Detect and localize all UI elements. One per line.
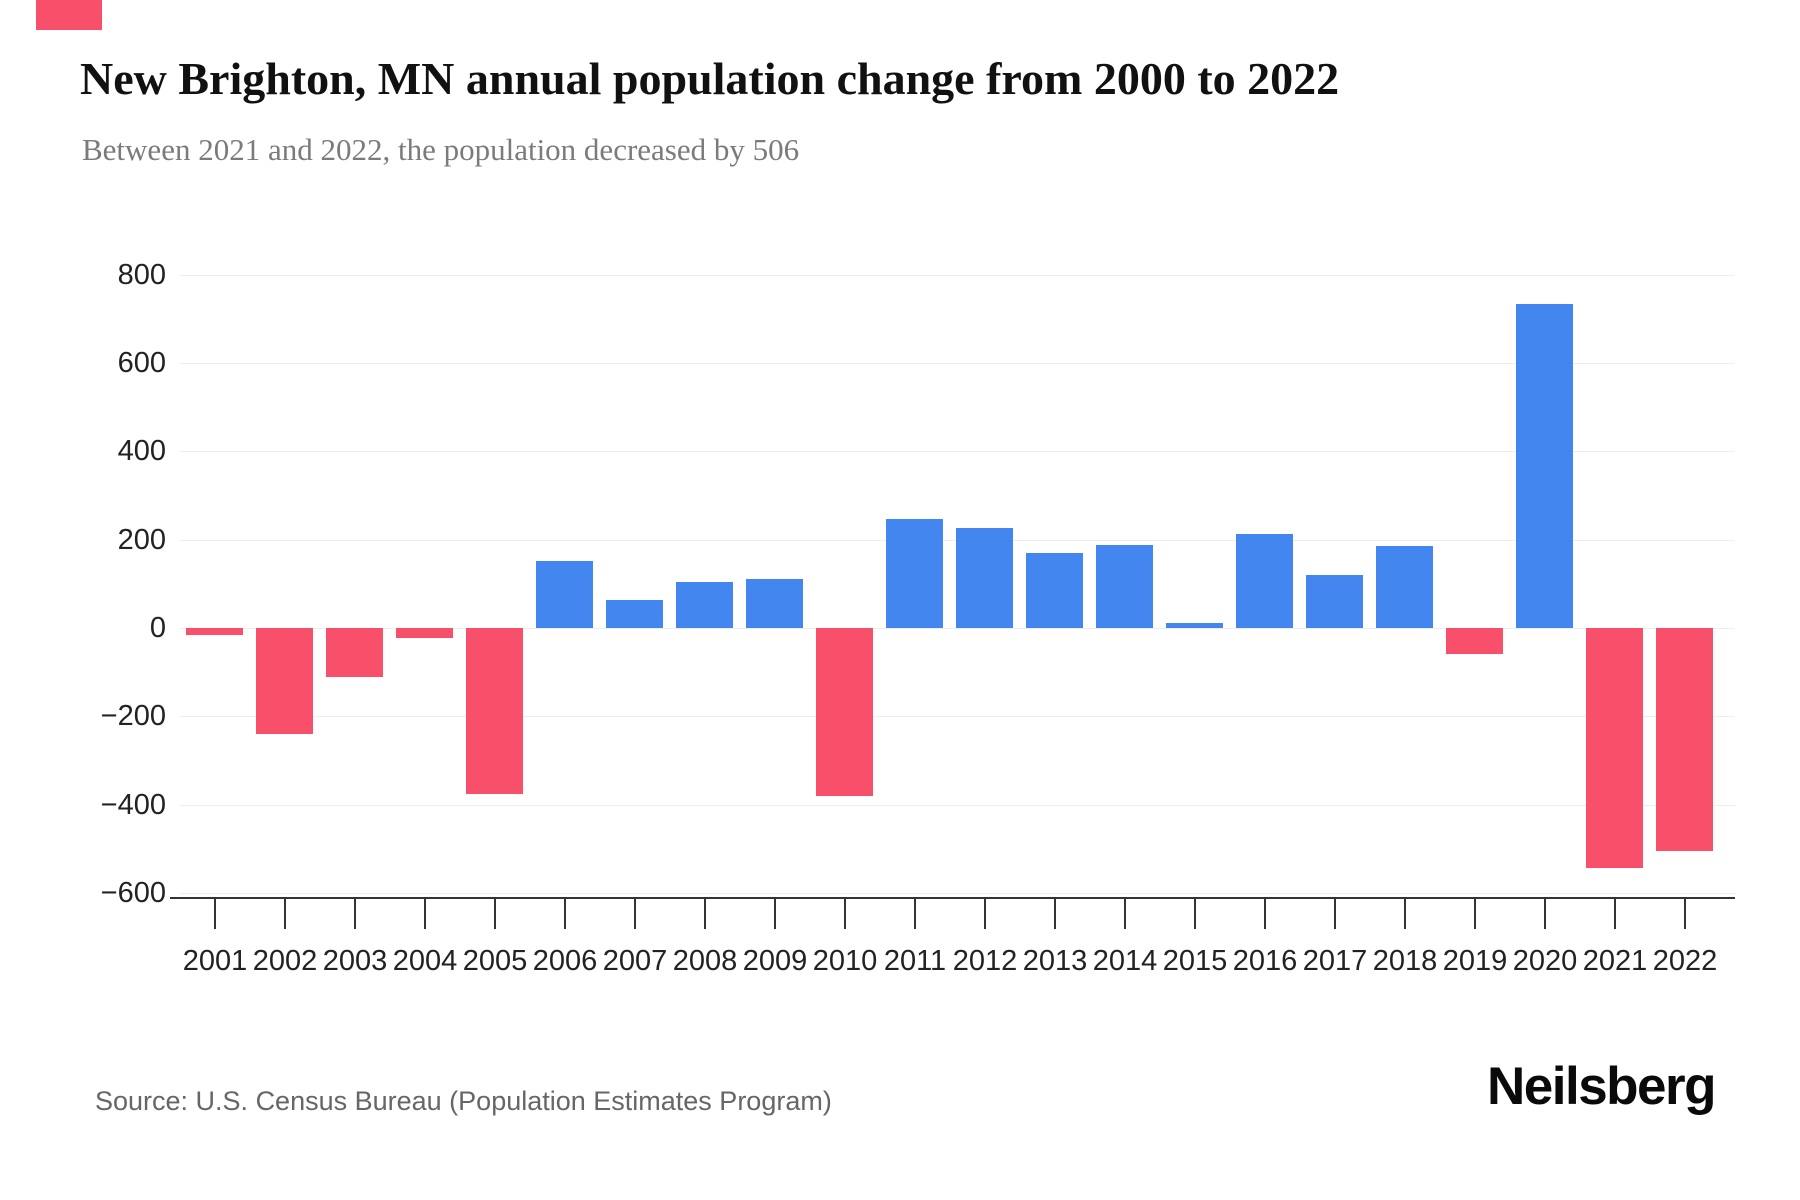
- bar-2009[interactable]: [746, 579, 803, 628]
- y-gridline-600: [180, 363, 1735, 364]
- x-axis-label-2011: 2011: [883, 945, 947, 977]
- bar-2002[interactable]: [256, 628, 313, 734]
- y-axis-label--400: −400: [100, 789, 166, 821]
- x-axis-tick-2006: [564, 899, 566, 929]
- x-axis-label-2004: 2004: [392, 945, 458, 977]
- bar-2003[interactable]: [326, 628, 383, 677]
- x-axis-tick-2007: [634, 899, 636, 929]
- x-axis-label-2018: 2018: [1372, 945, 1438, 977]
- bar-2016[interactable]: [1236, 534, 1293, 628]
- x-axis-tick-2008: [704, 899, 706, 929]
- y-gridline--400: [180, 805, 1735, 806]
- x-axis-label-2022: 2022: [1652, 945, 1718, 977]
- x-axis-tick-2018: [1404, 899, 1406, 929]
- x-axis-label-2003: 2003: [322, 945, 388, 977]
- x-axis-tick-2010: [844, 899, 846, 929]
- x-axis-tick-2020: [1544, 899, 1546, 929]
- bar-2001[interactable]: [186, 628, 243, 635]
- brand-accent-mark: [36, 0, 102, 30]
- x-axis-tick-2003: [354, 899, 356, 929]
- x-axis-label-2012: 2012: [952, 945, 1018, 977]
- x-axis-label-2002: 2002: [252, 945, 318, 977]
- x-axis-label-2021: 2021: [1582, 945, 1648, 977]
- x-axis-label-2014: 2014: [1092, 945, 1158, 977]
- x-axis-tick-2001: [214, 899, 216, 929]
- source-note: Source: U.S. Census Bureau (Population E…: [95, 1086, 832, 1116]
- y-axis-label--200: −200: [100, 700, 166, 732]
- x-axis-tick-2005: [494, 899, 496, 929]
- x-axis-label-2020: 2020: [1512, 945, 1578, 977]
- y-axis-label-200: 200: [117, 524, 166, 556]
- bar-2019[interactable]: [1446, 628, 1503, 654]
- bar-2014[interactable]: [1096, 545, 1153, 628]
- x-axis-label-2017: 2017: [1302, 945, 1368, 977]
- page-subtitle: Between 2021 and 2022, the population de…: [82, 132, 800, 167]
- y-gridline--200: [180, 716, 1735, 717]
- x-axis-label-2005: 2005: [462, 945, 528, 977]
- x-axis-tick-2016: [1264, 899, 1266, 929]
- x-axis-tick-2012: [984, 899, 986, 929]
- x-axis-label-2007: 2007: [602, 945, 668, 977]
- y-gridline--600: [180, 893, 1735, 894]
- x-axis-label-2009: 2009: [742, 945, 808, 977]
- brand-logo: Neilsberg: [1487, 1057, 1717, 1116]
- x-axis-tick-2015: [1194, 899, 1196, 929]
- bar-2011[interactable]: [886, 519, 943, 628]
- y-gridline-800: [180, 275, 1735, 276]
- y-axis-label-0: 0: [149, 612, 166, 644]
- y-axis-label-400: 400: [117, 435, 166, 467]
- x-axis-tick-2002: [284, 899, 286, 929]
- bar-2012[interactable]: [956, 528, 1013, 628]
- y-axis-label-800: 800: [117, 259, 166, 291]
- bar-2007[interactable]: [606, 600, 663, 628]
- x-axis-tick-2017: [1334, 899, 1336, 929]
- y-axis-label-600: 600: [117, 347, 166, 379]
- bar-2018[interactable]: [1376, 546, 1433, 628]
- x-axis-tick-2022: [1684, 899, 1686, 929]
- bar-2020[interactable]: [1516, 304, 1573, 628]
- x-axis-label-2010: 2010: [812, 945, 878, 977]
- x-axis-label-2015: 2015: [1162, 945, 1228, 977]
- x-axis-tick-2009: [774, 899, 776, 929]
- bar-2022[interactable]: [1656, 628, 1713, 851]
- x-axis-label-2019: 2019: [1442, 945, 1508, 977]
- x-axis-tick-2004: [424, 899, 426, 929]
- x-axis-label-2006: 2006: [532, 945, 598, 977]
- x-axis-tick-2019: [1474, 899, 1476, 929]
- y-axis-label--600: −600: [100, 877, 166, 909]
- bar-2004[interactable]: [396, 628, 453, 638]
- x-axis-tick-2014: [1124, 899, 1126, 929]
- bar-2015[interactable]: [1166, 623, 1223, 628]
- bar-2008[interactable]: [676, 582, 733, 628]
- x-axis-tick-2021: [1614, 899, 1616, 929]
- bar-2010[interactable]: [816, 628, 873, 796]
- x-axis-label-2013: 2013: [1022, 945, 1088, 977]
- bar-2013[interactable]: [1026, 553, 1083, 628]
- bar-2021[interactable]: [1586, 628, 1643, 868]
- bar-2006[interactable]: [536, 561, 593, 628]
- x-axis-label-2001: 2001: [182, 945, 248, 977]
- y-gridline-0: [180, 628, 1735, 629]
- x-axis-tick-2011: [914, 899, 916, 929]
- bar-2005[interactable]: [466, 628, 523, 794]
- bar-2017[interactable]: [1306, 575, 1363, 628]
- x-axis-line: [170, 897, 1735, 899]
- x-axis-tick-2013: [1054, 899, 1056, 929]
- y-gridline-400: [180, 451, 1735, 452]
- x-axis-label-2016: 2016: [1232, 945, 1298, 977]
- page-title: New Brighton, MN annual population chang…: [80, 53, 1340, 104]
- x-axis-label-2008: 2008: [672, 945, 738, 977]
